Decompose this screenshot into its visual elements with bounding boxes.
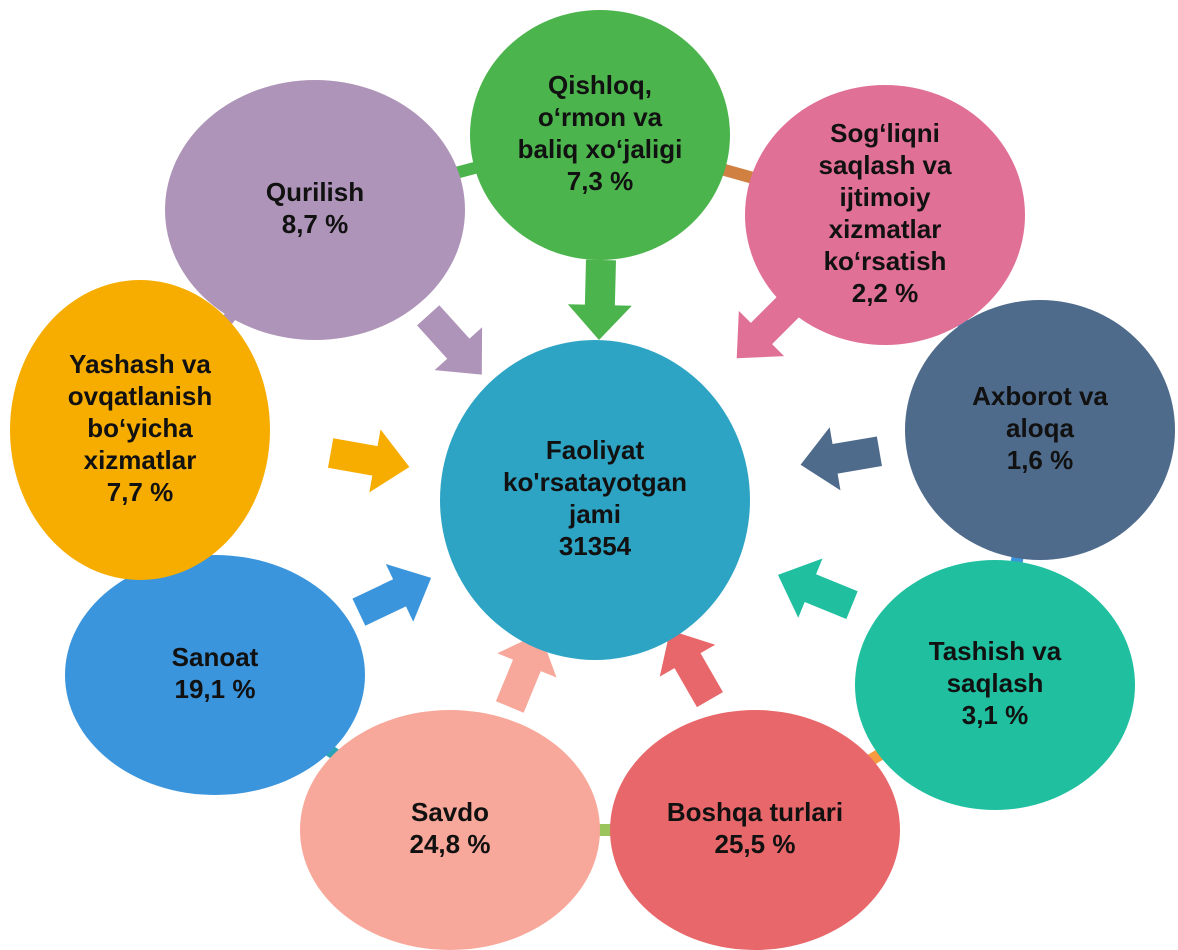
arrow [327, 429, 410, 493]
node-label: 7,7 % [107, 477, 174, 507]
node-circle [855, 560, 1135, 810]
arrow [352, 563, 432, 626]
node-label: 24,8 % [410, 829, 491, 859]
node-label: saqlash [947, 668, 1044, 698]
arrow [417, 305, 483, 375]
node-label: Axborot va [972, 381, 1108, 411]
node-label: 8,7 % [282, 209, 349, 239]
node-label: xizmatlar [829, 214, 942, 244]
arrow [567, 259, 632, 340]
node-label: Boshqa turlari [667, 797, 843, 827]
node-circle [470, 10, 730, 260]
node-label: 7,3 % [567, 166, 634, 196]
node-label: saqlash va [819, 150, 953, 180]
node-circle [440, 340, 750, 660]
arrows [327, 259, 882, 713]
node-label: 3,1 % [962, 700, 1029, 730]
arrow [800, 427, 882, 491]
node-label: ovqatlanish [68, 381, 212, 411]
node-circle [10, 280, 270, 580]
node-circle [300, 710, 600, 950]
node-label: aloqa [1006, 413, 1074, 443]
node-label: ko'rsatayotgan [503, 467, 687, 497]
arrow [495, 633, 557, 713]
node-label: jami [568, 499, 621, 529]
node-circle [65, 555, 365, 795]
node-circle [165, 80, 465, 340]
node-label: Yashash va [69, 349, 211, 379]
node-label: ijtimoiy [839, 182, 931, 212]
arrow [659, 630, 723, 708]
node-label: Sanoat [172, 642, 259, 672]
node-label: 2,2 % [852, 278, 919, 308]
node-label: bo‘yicha [87, 413, 193, 443]
arrow [777, 558, 858, 620]
node-circle [610, 710, 900, 950]
node-label: Savdo [411, 797, 489, 827]
node-label: 31354 [559, 531, 632, 561]
node-label: 25,5 % [715, 829, 796, 859]
node-label: Tashish va [929, 636, 1062, 666]
node-label: 1,6 % [1007, 445, 1074, 475]
node-label: o‘rmon va [538, 102, 663, 132]
node-label: 19,1 % [175, 674, 256, 704]
node-label: Qurilish [266, 177, 364, 207]
node-label: Sog‘liqni [830, 118, 940, 148]
node-label: Faoliyat [546, 435, 645, 465]
node-circle [905, 300, 1175, 560]
node-label: baliq xo‘jaligi [518, 134, 683, 164]
node-label: xizmatlar [84, 445, 197, 475]
node-circle [745, 85, 1025, 345]
node-label: ko‘rsatish [824, 246, 947, 276]
node-label: Qishloq, [548, 70, 652, 100]
